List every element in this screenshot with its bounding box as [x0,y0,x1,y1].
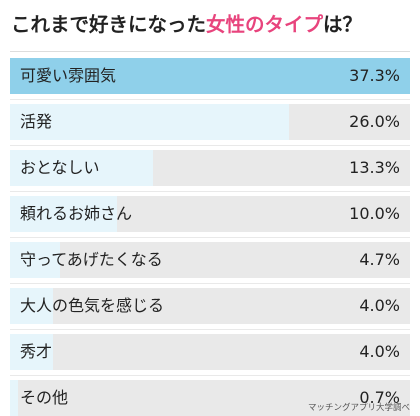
title-prefix: これまで好きになった [11,13,207,36]
row-divider [10,237,410,238]
category-label: 活発 [20,112,53,131]
bar-row: 守ってあげたくなる 4.7% [10,242,410,278]
value-label: 4.0% [359,342,400,361]
bar [10,380,18,416]
value-label: 0.7% [359,388,400,407]
value-label: 10.0% [349,204,400,223]
source-note: マッチングアプリ大学調べ [307,403,410,413]
category-label: 可愛い雰囲気 [20,66,117,85]
category-label: おとなしい [20,158,100,177]
row-divider [10,329,410,330]
bar [10,150,153,186]
bar-row: 頼れるお姉さん 10.0% [10,196,410,232]
bar-row: 活発 26.0% [10,104,410,140]
title-divider [10,51,410,52]
bar-row: 可愛い雰囲気 37.3% [10,58,410,94]
bar [10,334,53,370]
value-label: 26.0% [349,112,400,131]
row-divider [10,191,410,192]
value-label: 37.3% [349,66,400,85]
bar-row: 秀才 4.0% [10,334,410,370]
bar [10,58,410,94]
category-label: その他 [20,388,69,407]
bar-row: おとなしい 13.3% [10,150,410,186]
category-label: 頼れるお姉さん [20,204,133,223]
row-divider [10,145,410,146]
row-divider [10,283,410,284]
bar [10,104,289,140]
bar [10,288,53,324]
bar-row: 大人の色気を感じる 4.0% [10,288,410,324]
category-label: 守ってあげたくなる [20,250,163,269]
title-highlight: 女性のタイプ [206,13,324,36]
category-label: 秀才 [20,342,53,361]
row-divider [10,375,410,376]
bar [10,196,117,232]
bar-row: その他 0.7% [10,380,410,416]
category-label: 大人の色気を感じる [20,296,165,315]
row-divider [10,99,410,100]
value-label: 13.3% [349,158,400,177]
bar [10,242,60,278]
title-suffix: は？ [323,13,363,36]
value-label: 4.0% [359,296,400,315]
chart-title: これまで好きになった女性のタイプは？ [11,8,362,42]
value-label: 4.7% [359,250,400,269]
